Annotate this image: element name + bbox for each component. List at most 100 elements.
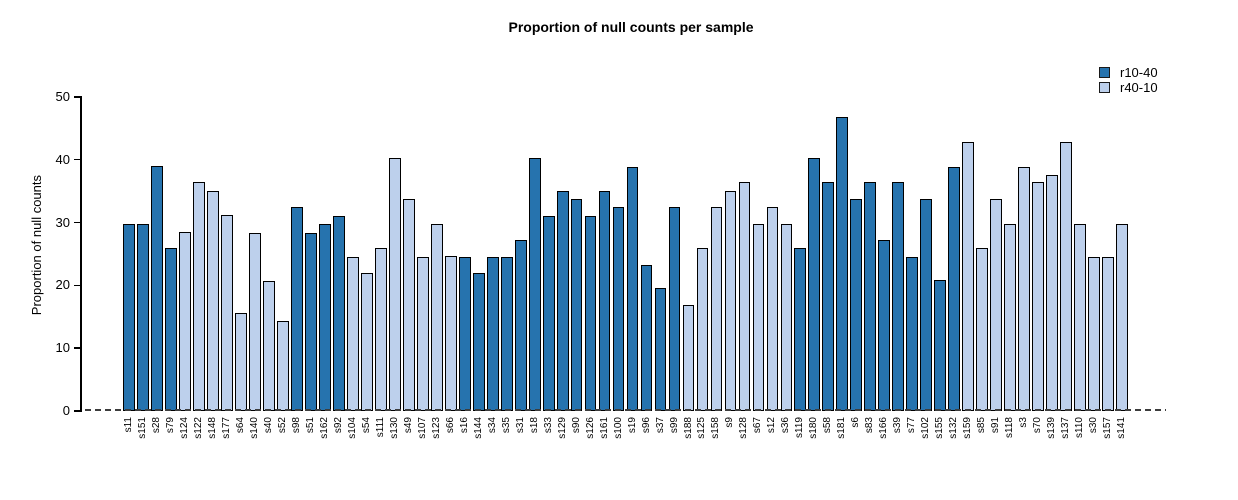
bar-s30 — [1088, 257, 1100, 411]
bar-s107 — [417, 257, 429, 411]
bar-s139 — [1046, 174, 1058, 411]
x-tick-label: s12 — [766, 417, 778, 434]
x-tick-label: s158 — [710, 417, 722, 439]
x-tick-label: s98 — [291, 417, 303, 434]
bar-s122 — [193, 182, 206, 411]
x-tick-label: s110 — [1073, 417, 1085, 438]
x-tick-label: s19 — [626, 417, 638, 434]
bar-s90 — [570, 198, 583, 411]
x-tick-label: s99 — [668, 417, 680, 434]
y-tick-mark — [74, 158, 81, 161]
bar-s98 — [291, 207, 303, 411]
bar-s92 — [333, 215, 345, 411]
bar-s166 — [878, 240, 891, 411]
x-tick-label: s139 — [1045, 417, 1057, 439]
x-tick-label: s161 — [598, 417, 610, 439]
x-tick-label: s124 — [179, 417, 191, 439]
x-tick-label: s33 — [542, 417, 554, 434]
x-tick-label: s132 — [948, 417, 960, 439]
bar-s33 — [542, 215, 555, 411]
x-tick-label: s52 — [277, 417, 289, 434]
bar-s102 — [920, 198, 932, 411]
bar-s79 — [165, 248, 178, 411]
x-tick-label: s9 — [724, 417, 736, 428]
x-tick-label: s3 — [1018, 417, 1030, 428]
bar-s119 — [794, 247, 807, 411]
x-tick-label: s162 — [319, 417, 331, 439]
legend-swatch-r10-40 — [1099, 67, 1110, 78]
bar-s35 — [500, 257, 513, 411]
legend-swatch-r40-10 — [1099, 82, 1110, 93]
y-tick-label: 50 — [55, 88, 70, 104]
x-tick-label: s18 — [528, 417, 540, 434]
bar-s40 — [263, 280, 275, 411]
x-tick-label: s67 — [752, 417, 764, 434]
bar-s9 — [724, 191, 737, 411]
x-tick-label: s141 — [1115, 417, 1127, 439]
x-tick-label: s180 — [808, 417, 820, 439]
bar-s129 — [556, 191, 569, 411]
bar-s51 — [305, 232, 317, 411]
chart-title: Proportion of null counts per sample — [508, 19, 754, 35]
bar-s157 — [1102, 257, 1114, 411]
bar-s19 — [626, 166, 639, 411]
x-tick-label: s85 — [976, 417, 988, 434]
bar-s67 — [752, 223, 765, 411]
x-tick-label: s36 — [780, 417, 792, 434]
y-tick-mark — [74, 410, 81, 412]
bar-s83 — [864, 182, 877, 411]
y-tick-label: 10 — [55, 340, 70, 356]
x-tick-label: s16 — [458, 417, 470, 434]
bar-s64 — [235, 312, 247, 411]
x-tick-label: s128 — [738, 417, 750, 439]
y-axis-line — [80, 96, 82, 412]
bar-s148 — [207, 191, 220, 411]
bar-s37 — [654, 288, 667, 411]
x-tick-label: s129 — [556, 417, 568, 439]
x-tick-label: s107 — [416, 417, 428, 439]
y-tick-label: 20 — [55, 277, 70, 293]
x-tick-label: s90 — [570, 417, 582, 434]
x-tick-label: s155 — [934, 417, 946, 439]
y-tick-label: 40 — [55, 151, 70, 167]
y-tick-mark — [74, 96, 81, 98]
bar-s34 — [486, 257, 499, 411]
bar-s110 — [1074, 223, 1086, 411]
x-tick-label: s144 — [472, 417, 484, 439]
bar-s118 — [1004, 223, 1016, 411]
bar-s96 — [640, 264, 653, 411]
bar-s70 — [1032, 182, 1044, 411]
x-tick-label: s125 — [696, 417, 708, 439]
x-tick-label: s151 — [137, 417, 149, 439]
x-tick-label: s31 — [514, 417, 526, 434]
bar-s3 — [1018, 166, 1030, 411]
bar-s137 — [1060, 142, 1072, 411]
bar-s16 — [458, 257, 471, 411]
x-tick-label: s64 — [235, 417, 247, 434]
bar-s144 — [472, 272, 485, 411]
x-tick-label: s83 — [864, 417, 876, 434]
x-tick-label: s58 — [822, 417, 834, 434]
y-tick-label: 0 — [62, 403, 70, 418]
x-tick-label: s35 — [500, 417, 512, 434]
bar-s177 — [221, 214, 233, 411]
x-tick-label: s102 — [920, 417, 932, 439]
x-tick-label: s96 — [640, 417, 652, 434]
x-tick-label: s100 — [612, 417, 624, 439]
bar-s100 — [612, 207, 625, 411]
bar-s141 — [1116, 223, 1128, 411]
bar-s85 — [976, 247, 988, 411]
bar-s158 — [710, 207, 723, 411]
bar-s18 — [528, 158, 541, 411]
bar-s140 — [249, 232, 261, 411]
x-tick-label: s188 — [682, 417, 694, 439]
legend-label: r10-40 — [1120, 65, 1158, 80]
bar-s130 — [389, 158, 401, 411]
x-tick-label: s137 — [1059, 417, 1071, 439]
x-tick-label: s40 — [263, 417, 275, 434]
y-axis-label: Proportion of null counts — [29, 175, 44, 316]
x-tick-label: s49 — [402, 417, 414, 434]
x-tick-label: s111 — [374, 417, 386, 438]
x-tick-label: s30 — [1087, 417, 1099, 434]
